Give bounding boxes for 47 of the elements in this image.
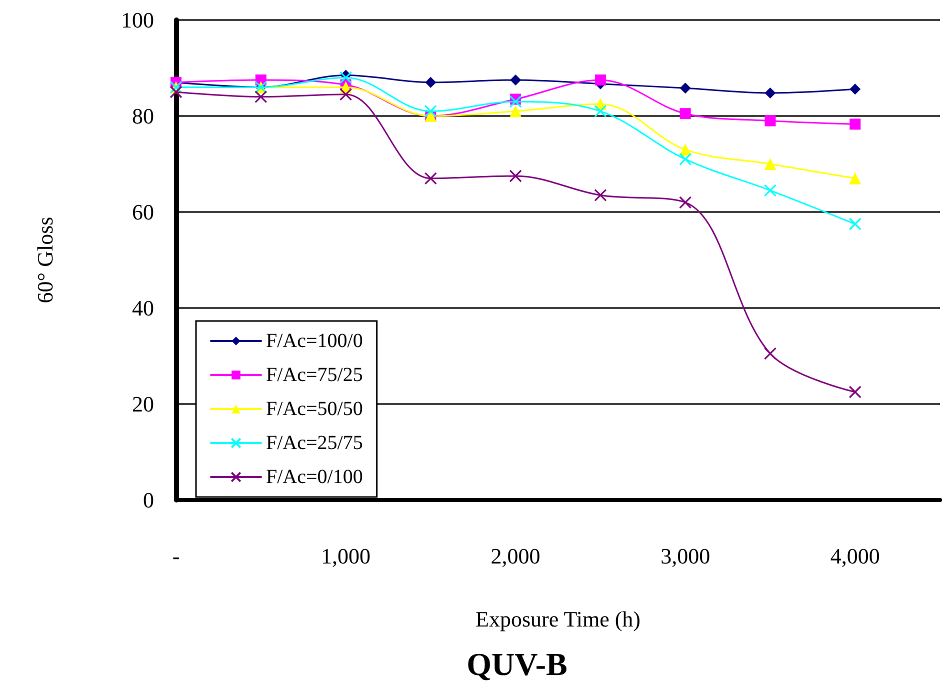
y-tick-label: 100 <box>121 8 154 32</box>
point <box>764 115 776 126</box>
point <box>510 105 522 118</box>
x-tick-label: 4,000 <box>830 544 880 568</box>
legend-label: F/Ac=0/100 <box>266 466 363 488</box>
x-tick-label: 1,000 <box>321 544 371 568</box>
point <box>680 82 691 94</box>
legend-label: F/Ac=100/0 <box>266 330 363 352</box>
y-tick-label: 0 <box>143 488 154 512</box>
point <box>850 118 861 130</box>
y-tick-label: 20 <box>132 392 154 416</box>
point <box>764 347 777 360</box>
point <box>764 158 776 170</box>
point <box>594 104 607 118</box>
point <box>680 108 691 120</box>
y-tick-label: 60 <box>132 200 154 224</box>
point <box>424 104 437 118</box>
point <box>509 95 522 108</box>
point <box>850 84 861 95</box>
point <box>594 74 606 86</box>
x-tick-label: 3,000 <box>660 544 710 568</box>
text: QUV-B <box>466 646 568 682</box>
point <box>254 90 268 104</box>
point <box>849 172 862 184</box>
point <box>679 196 692 209</box>
y-axis-title: 60° Gloss <box>32 216 58 304</box>
point <box>170 86 182 98</box>
point <box>764 87 776 98</box>
point <box>339 88 352 101</box>
legend-label: F/Ac=50/50 <box>266 398 363 420</box>
point <box>594 188 607 202</box>
x-axis-title: Exposure Time (h) <box>476 606 640 632</box>
point <box>509 170 522 182</box>
legend-label: F/Ac=75/25 <box>266 364 363 386</box>
x-tick-label: 2,000 <box>490 544 540 568</box>
point <box>764 184 777 197</box>
point <box>339 71 352 84</box>
y-tick-label: 40 <box>132 296 154 320</box>
x-tick-label: - <box>172 544 180 568</box>
point <box>679 152 692 166</box>
point <box>424 172 437 185</box>
legend-label: F/Ac=25/75 <box>266 432 363 454</box>
y-tick-label: 80 <box>132 104 154 128</box>
point <box>848 386 862 398</box>
point <box>425 76 436 88</box>
point <box>510 74 522 86</box>
point <box>848 218 862 230</box>
